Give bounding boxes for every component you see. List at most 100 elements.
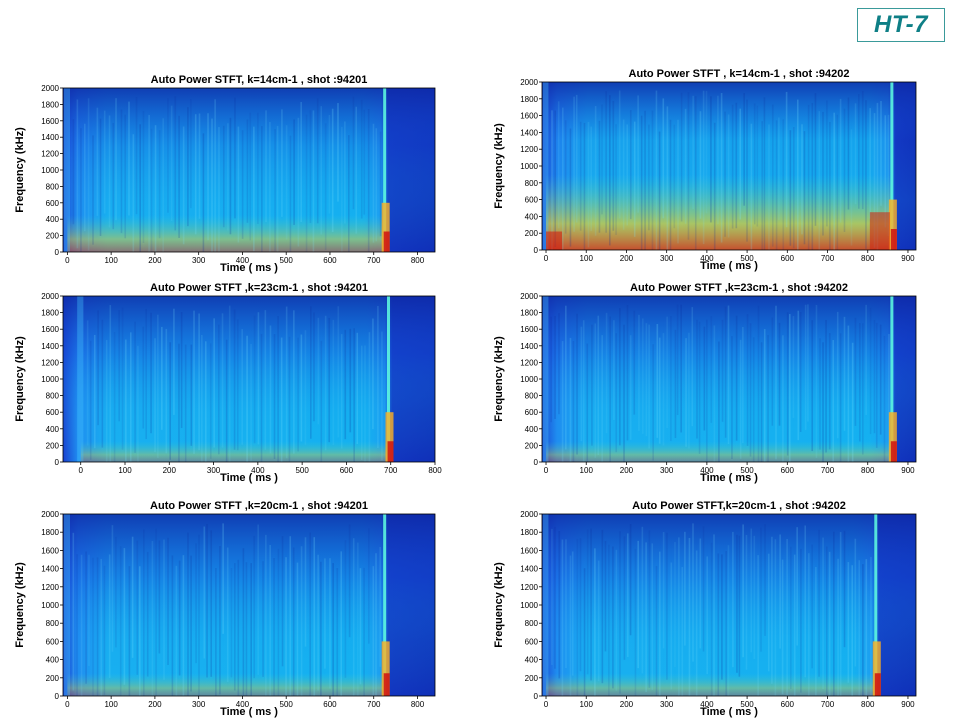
spectrogram-field — [542, 296, 916, 462]
y-tick-label: 1600 — [520, 112, 538, 121]
y-tick-label: 800 — [525, 179, 539, 188]
y-tick-label: 200 — [525, 674, 539, 683]
y-tick-label: 1800 — [520, 95, 538, 104]
y-tick-label: 1200 — [520, 358, 538, 367]
y-tick-label: 1200 — [41, 150, 59, 159]
x-tick-label: 300 — [660, 466, 674, 475]
y-tick-label: 1000 — [520, 375, 538, 384]
spectrogram-field — [63, 514, 435, 696]
x-tick-label: 200 — [620, 700, 634, 709]
x-tick-label: 800 — [861, 700, 875, 709]
y-tick-label: 200 — [46, 674, 60, 683]
y-tick-label: 800 — [46, 392, 60, 401]
y-tick-label: 1400 — [41, 133, 59, 142]
x-tick-label: 300 — [192, 700, 206, 709]
spectrogram-field — [542, 514, 916, 696]
x-tick-label: 900 — [901, 700, 915, 709]
y-tick-label: 400 — [46, 425, 60, 434]
y-tick-label: 1600 — [520, 325, 538, 334]
x-tick-label: 800 — [411, 700, 425, 709]
x-axis-label: Time ( ms ) — [700, 260, 758, 272]
x-tick-label: 900 — [901, 466, 915, 475]
x-tick-label: 0 — [65, 256, 70, 265]
x-tick-label: 300 — [660, 700, 674, 709]
y-tick-label: 600 — [525, 408, 539, 417]
y-tick-label: 0 — [55, 692, 60, 701]
y-tick-label: 1400 — [41, 342, 59, 351]
y-tick-label: 2000 — [41, 510, 59, 519]
x-tick-label: 500 — [295, 466, 309, 475]
x-tick-label: 200 — [148, 700, 162, 709]
x-tick-label: 500 — [740, 254, 754, 263]
y-tick-label: 400 — [525, 425, 539, 434]
y-tick-label: 1600 — [520, 546, 538, 555]
y-tick-label: 0 — [534, 246, 539, 255]
y-tick-label: 2000 — [520, 510, 538, 519]
x-tick-label: 0 — [544, 700, 549, 709]
x-tick-label: 200 — [148, 256, 162, 265]
x-tick-label: 900 — [901, 254, 915, 263]
x-tick-label: 500 — [280, 700, 294, 709]
y-tick-label: 600 — [525, 637, 539, 646]
x-tick-label: 300 — [660, 254, 674, 263]
y-axis-label: Frequency (kHz) — [14, 127, 26, 213]
y-axis-label: Frequency (kHz) — [493, 336, 505, 422]
spectrogram-field — [63, 88, 435, 252]
x-axis-label: Time ( ms ) — [700, 706, 758, 718]
y-axis-label: Frequency (kHz) — [14, 562, 26, 648]
x-tick-label: 700 — [367, 256, 381, 265]
x-tick-label: 100 — [118, 466, 132, 475]
y-axis-label: Frequency (kHz) — [493, 123, 505, 209]
y-tick-label: 1400 — [520, 128, 538, 137]
chart-title: Auto Power STFT,k=20cm-1 , shot :94202 — [632, 500, 846, 512]
spectrogram-field — [63, 296, 435, 462]
y-tick-label: 1000 — [520, 601, 538, 610]
x-tick-label: 300 — [192, 256, 206, 265]
y-tick-label: 400 — [46, 656, 60, 665]
y-tick-label: 1600 — [41, 117, 59, 126]
y-tick-label: 800 — [46, 619, 60, 628]
ht7-badge: HT-7 — [857, 8, 945, 42]
x-tick-label: 800 — [428, 466, 442, 475]
y-axis-label: Frequency (kHz) — [14, 336, 26, 422]
x-tick-label: 500 — [740, 700, 754, 709]
x-tick-label: 700 — [821, 254, 835, 263]
y-tick-label: 800 — [46, 182, 60, 191]
x-tick-label: 400 — [700, 466, 714, 475]
x-tick-label: 100 — [580, 254, 594, 263]
y-tick-label: 1200 — [520, 583, 538, 592]
y-tick-label: 200 — [525, 229, 539, 238]
y-tick-label: 600 — [46, 637, 60, 646]
x-tick-label: 400 — [700, 700, 714, 709]
y-tick-label: 1400 — [520, 565, 538, 574]
y-tick-label: 0 — [55, 248, 60, 257]
x-tick-label: 100 — [580, 466, 594, 475]
x-tick-label: 500 — [740, 466, 754, 475]
x-tick-label: 400 — [236, 700, 250, 709]
chart-title: Auto Power STFT ,k=20cm-1 , shot :94201 — [150, 500, 368, 512]
chart-title: Auto Power STFT , k=14cm-1 , shot :94202 — [629, 68, 850, 80]
y-tick-label: 1400 — [41, 565, 59, 574]
y-tick-label: 600 — [46, 408, 60, 417]
y-tick-label: 1800 — [520, 309, 538, 318]
chart-title: Auto Power STFT ,k=23cm-1 , shot :94202 — [630, 282, 848, 294]
y-tick-label: 1800 — [520, 528, 538, 537]
x-tick-label: 0 — [65, 700, 70, 709]
x-axis-label: Time ( ms ) — [220, 472, 278, 484]
x-tick-label: 600 — [781, 466, 795, 475]
x-tick-label: 700 — [821, 466, 835, 475]
y-tick-label: 0 — [534, 692, 539, 701]
x-tick-label: 0 — [78, 466, 83, 475]
y-tick-label: 0 — [55, 458, 60, 467]
y-tick-label: 600 — [46, 199, 60, 208]
y-tick-label: 2000 — [520, 78, 538, 87]
y-tick-label: 1000 — [520, 162, 538, 171]
y-tick-label: 1000 — [41, 601, 59, 610]
x-tick-label: 0 — [544, 254, 549, 263]
